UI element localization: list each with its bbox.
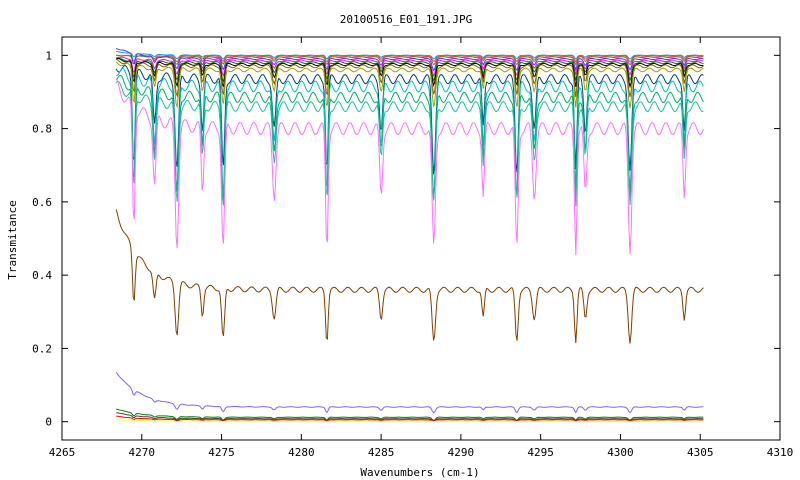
series-line [115,81,704,207]
series-line [116,47,704,72]
y-tick-label: 0.6 [32,196,52,209]
series-line [116,54,704,63]
series-group [115,47,704,423]
series-line [116,51,704,60]
series-line [116,412,704,422]
y-tick-label: 0.8 [32,123,52,136]
series-line [115,78,704,256]
series-line [116,67,704,200]
x-tick-label: 4270 [129,446,156,459]
series-line [116,57,704,89]
y-tick-label: 1 [45,49,52,62]
series-line [115,65,704,175]
x-tick-label: 4305 [687,446,714,459]
x-axis: 4265 4270 4275 4280 4285 4290 4295 4300 4305 4310 [49,37,794,459]
series-line [115,61,704,109]
series-line [116,54,704,66]
series-line [115,372,704,414]
x-tick-label: 4295 [527,446,554,459]
x-tick-label: 4265 [49,446,76,459]
y-tick-label: 0.2 [32,342,52,355]
x-axis-title: Wavenumbers (cm-1) [360,466,479,479]
y-tick-label: 0 [45,416,52,429]
series-line [116,408,704,421]
x-tick-label: 4285 [368,446,395,459]
y-axis: 0 0.2 0.4 0.6 0.8 1 [32,49,780,429]
series-line [115,209,704,344]
x-tick-label: 4290 [448,446,475,459]
x-tick-label: 4300 [607,446,634,459]
series-line [116,56,704,78]
x-tick-label: 4275 [208,446,235,459]
series-line [116,419,704,423]
y-tick-label: 0.4 [32,269,52,282]
series-line [116,58,704,83]
y-axis-title: Transmitance [6,200,19,279]
x-tick-label: 4280 [288,446,315,459]
series-line [116,58,704,98]
chart-title: 20100516_E01_191.JPG [340,13,472,26]
series-line [115,74,704,202]
x-tick-label: 4310 [767,446,794,459]
series-line [116,415,704,422]
plot-area [61,36,781,441]
